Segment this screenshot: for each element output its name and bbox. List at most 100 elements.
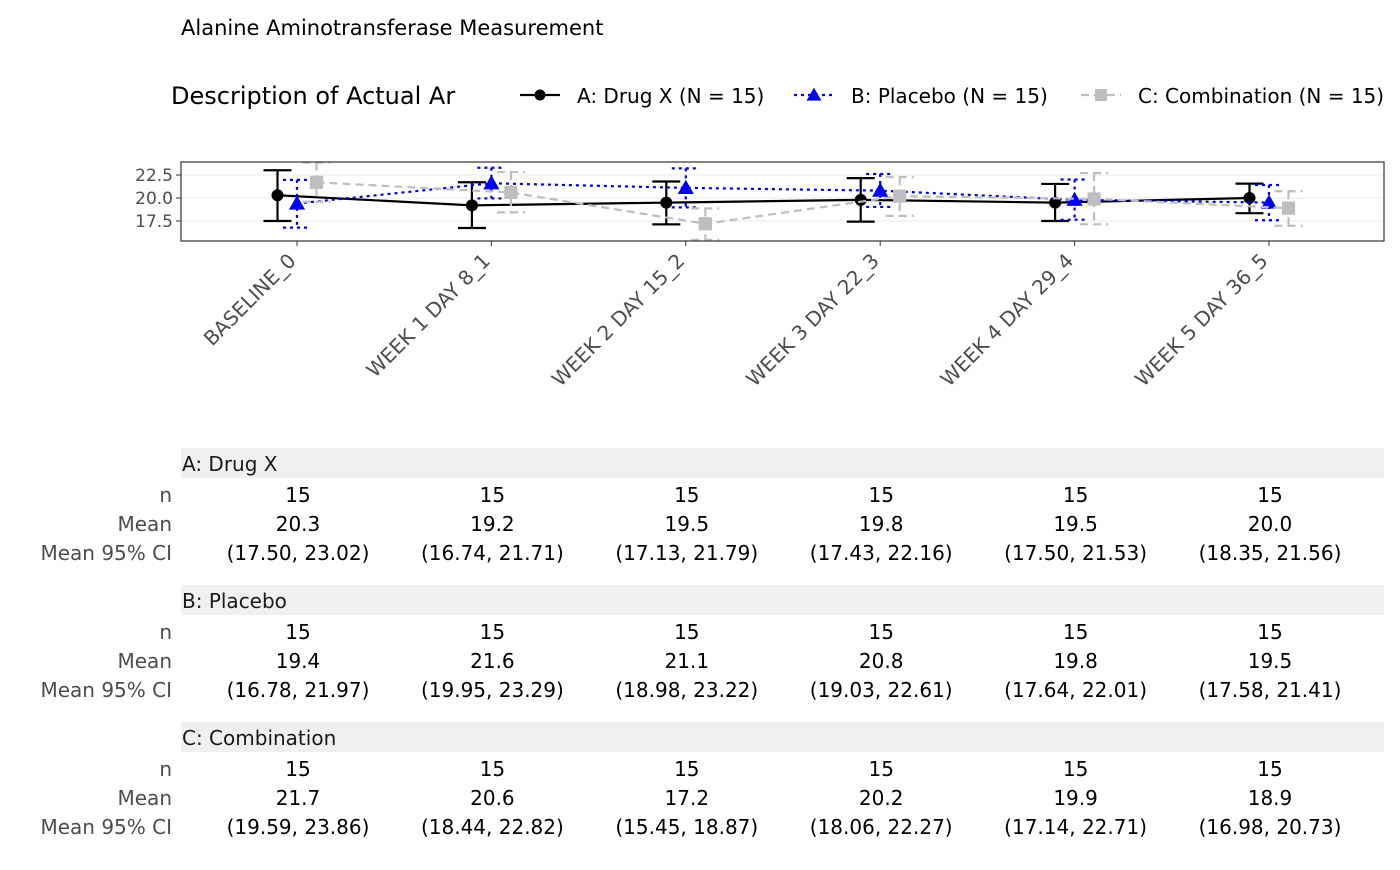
table-cell: 21.6 (470, 649, 515, 673)
table-cell: 15 (480, 620, 505, 644)
data-point (893, 189, 907, 203)
x-tick-label: WEEK 5 DAY 36_5 (1130, 249, 1273, 392)
legend: A: Drug X (N = 15) B: Placebo (N = 15) C: … (520, 84, 1384, 108)
y-tick-label: 20.0 (135, 189, 173, 209)
table-cell: (16.78, 21.97) (227, 678, 370, 702)
table-cell: 21.1 (665, 649, 710, 673)
table-cell: 19.5 (1053, 512, 1098, 536)
row-label: n (159, 620, 172, 644)
table-cell: 15 (480, 757, 505, 781)
table-cell: 17.2 (665, 786, 710, 810)
data-point (483, 175, 500, 190)
data-point (872, 182, 889, 197)
table-cell: 15 (868, 483, 893, 507)
table-cell: (17.13, 21.79) (615, 541, 758, 565)
error-bar (1255, 183, 1283, 222)
data-point (1260, 194, 1278, 209)
x-tick-label: BASELINE_0 (199, 249, 301, 351)
table-cell: (17.43, 22.16) (810, 541, 953, 565)
y-tick-label: 17.5 (135, 212, 173, 232)
legend-label: C: Combination (N = 15) (1138, 84, 1384, 108)
x-axis: BASELINE_0 WEEK 1 DAY 8_1 WEEK 2 DAY 15_2 W… (199, 241, 1273, 391)
table-cell: (19.95, 23.29) (421, 678, 564, 702)
data-point (854, 193, 867, 206)
table-cell: 19.5 (665, 512, 710, 536)
chart-title: Alanine Aminotransferase Measurement (181, 16, 603, 40)
table-cell: (18.44, 22.82) (421, 815, 564, 839)
data-point (698, 217, 712, 231)
table-cell: 20.8 (859, 649, 904, 673)
table-cell: (16.74, 21.71) (421, 541, 564, 565)
table-cell: 15 (1063, 483, 1088, 507)
table-cell: 19.4 (276, 649, 321, 673)
legend-label: B: Placebo (N = 15) (851, 84, 1048, 108)
data-point (288, 195, 306, 210)
legend-item: C: Combination (N = 15) (1081, 84, 1384, 108)
table-cell: 15 (1257, 620, 1282, 644)
x-tick-label: WEEK 3 DAY 22_3 (741, 249, 884, 392)
table-cell: 19.5 (1248, 649, 1293, 673)
table-cell: 15 (285, 483, 310, 507)
series-square (302, 161, 1303, 241)
y-tick-label: 22.5 (135, 166, 173, 186)
data-point (271, 189, 284, 202)
data-point (1243, 192, 1256, 204)
legend-item: B: Placebo (N = 15) (794, 84, 1048, 108)
group-strip (181, 722, 1384, 752)
table-cell: 21.7 (276, 786, 321, 810)
table-cell: (19.03, 22.61) (810, 678, 953, 702)
table-cell: 15 (868, 757, 893, 781)
plot-border (180, 161, 1385, 242)
table-cell: (19.59, 23.86) (227, 815, 370, 839)
data-point (1066, 191, 1083, 206)
table-cell: 15 (1257, 483, 1282, 507)
table-group: B: Placebo n 15 15 15 15 15 15 Mean 19.4 21.6 21.1 2… (40, 585, 1384, 702)
table-group: A: Drug X n 15 15 15 15 15 15 Mean 20.3 19.2 19.5 19… (40, 448, 1384, 565)
table-cell: (18.06, 22.27) (810, 815, 953, 839)
legend-marker (1094, 88, 1108, 102)
table-cell: 15 (1063, 757, 1088, 781)
table-group: C: Combination n 15 15 15 15 15 15 Mean 21.7 20.6 1… (40, 722, 1384, 839)
row-label: n (159, 757, 172, 781)
table-cell: (17.64, 22.01) (1004, 678, 1147, 702)
group-label: A: Drug X (182, 452, 278, 476)
table-cell: 20.6 (470, 786, 515, 810)
table-cell: 20.0 (1248, 512, 1293, 536)
x-tick-label: WEEK 2 DAY 15_2 (547, 249, 690, 392)
series-triangle (283, 166, 1283, 229)
table-cell: (17.50, 23.02) (227, 541, 370, 565)
group-strip (181, 448, 1384, 478)
row-label: Mean (118, 649, 173, 673)
table-cell: (18.35, 21.56) (1199, 541, 1342, 565)
row-label: Mean 95% CI (40, 678, 172, 702)
legend-item: A: Drug X (N = 15) (520, 84, 764, 108)
data-point (660, 196, 673, 209)
data-point (1281, 201, 1296, 215)
legend-marker (806, 87, 822, 101)
legend-title: Description of Actual Ar (171, 82, 455, 110)
row-label: Mean (118, 786, 173, 810)
grid (181, 174, 1384, 222)
table-cell: 20.3 (276, 512, 321, 536)
table-cell: 20.2 (859, 786, 904, 810)
data-point (504, 185, 518, 200)
legend-label: A: Drug X (N = 15) (577, 84, 764, 108)
table-cell: 15 (1257, 757, 1282, 781)
table-cell: 15 (868, 620, 893, 644)
x-tick-label: WEEK 4 DAY 29_4 (936, 249, 1079, 392)
group-strip (181, 585, 1384, 615)
data-point (309, 175, 324, 189)
data-point (1087, 192, 1101, 206)
table-cell: (17.58, 21.41) (1199, 678, 1342, 702)
table-cell: 15 (674, 620, 699, 644)
row-label: Mean 95% CI (40, 541, 172, 565)
table-cell: 15 (674, 483, 699, 507)
table-cell: 15 (480, 483, 505, 507)
series-layer (263, 161, 1303, 241)
data-point (677, 179, 694, 194)
series-line (316, 181, 1289, 225)
table-cell: 15 (1063, 620, 1088, 644)
legend-marker (534, 89, 546, 101)
